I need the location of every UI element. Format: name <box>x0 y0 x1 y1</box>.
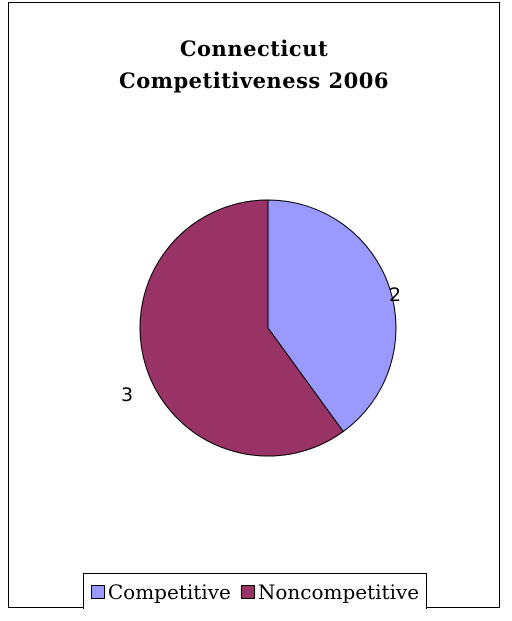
legend-swatch-competitive <box>90 584 105 599</box>
legend-label-noncompetitive: Noncompetitive <box>257 579 420 604</box>
pie-slices <box>139 199 397 457</box>
legend-item-competitive: Competitive <box>90 579 231 604</box>
chart-title-line-2: Competitiveness 2006 <box>119 68 389 93</box>
legend: Competitive Noncompetitive <box>83 573 427 609</box>
legend-item-noncompetitive: Noncompetitive <box>240 579 420 604</box>
data-label-competitive: 2 <box>389 284 401 306</box>
chart-title: Connecticut Competitiveness 2006 <box>9 33 499 97</box>
pie-slice-noncompetitive <box>139 199 344 457</box>
data-label-noncompetitive: 3 <box>121 384 133 406</box>
legend-label-competitive: Competitive <box>107 579 231 604</box>
legend-swatch-noncompetitive <box>240 584 255 599</box>
chart-title-line-1: Connecticut <box>179 36 329 61</box>
chart-area: Connecticut Competitiveness 2006 2 3 Com… <box>8 2 500 609</box>
pie-slice-competitive <box>267 199 397 433</box>
pie-chart: 2 3 <box>121 199 401 457</box>
